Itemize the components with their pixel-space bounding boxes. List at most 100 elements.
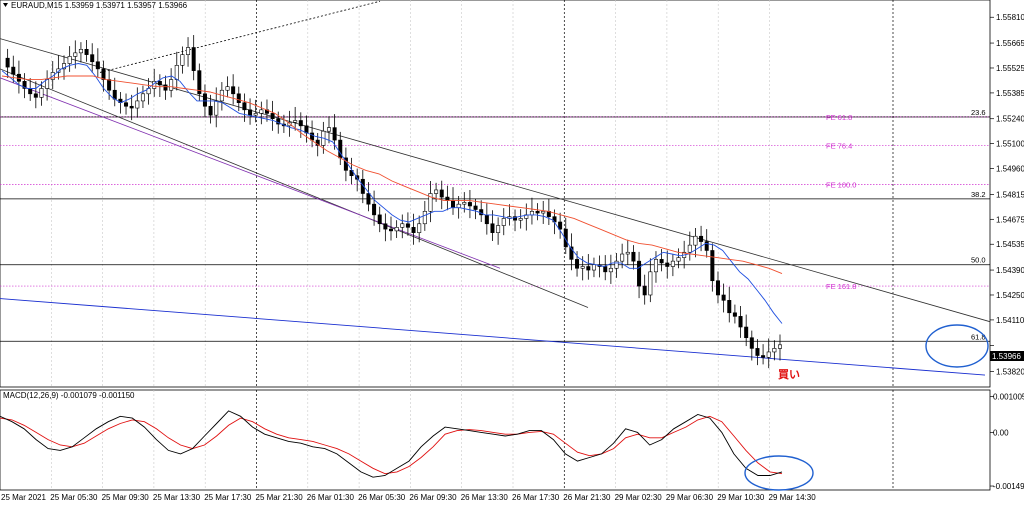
time-tick-label: 26 Mar 21:30 — [563, 493, 611, 502]
candle-body — [157, 81, 162, 86]
candle-body — [400, 223, 405, 228]
candle-body — [383, 223, 388, 230]
ma-fast-line — [1, 63, 783, 324]
macd-lines — [0, 410, 783, 478]
fib-level-label: 50.0 — [971, 256, 986, 265]
candle-body — [248, 109, 253, 116]
candle-body — [637, 260, 642, 287]
candle-body — [67, 56, 72, 64]
candle-body — [653, 259, 658, 273]
candle-body — [95, 61, 100, 70]
candle-body — [665, 262, 670, 267]
candle-body — [575, 259, 580, 269]
candle-body — [558, 221, 563, 230]
candle-body — [670, 260, 675, 267]
candle-body — [180, 54, 185, 66]
fe-level-label: FE 100.0 — [826, 181, 856, 190]
candle-body — [732, 312, 737, 317]
macd-axis: 0.001005 0.00 -0.001495 — [990, 392, 1024, 491]
candle-body — [39, 88, 44, 98]
moving-averages — [1, 63, 783, 324]
fe-level-label: FE 161.8 — [826, 282, 856, 291]
price-tick-label: 1.55240 — [996, 115, 1024, 124]
candle-body — [33, 93, 38, 98]
candle-body — [529, 211, 534, 216]
candle-body — [603, 266, 608, 273]
candle-body — [518, 218, 523, 221]
candle-body — [225, 86, 230, 91]
candle-body — [214, 100, 219, 116]
candle-body — [186, 47, 191, 55]
candle-body — [451, 200, 456, 209]
candle-body — [445, 196, 450, 201]
candle-body — [721, 294, 726, 301]
time-tick-label: 25 Mar 21:30 — [256, 493, 304, 502]
macd-tick-label: 0.00 — [993, 428, 1009, 437]
candle-body — [473, 205, 478, 210]
candle-body — [631, 251, 636, 262]
candle-body — [332, 127, 337, 141]
projection-dotted-line — [99, 0, 381, 73]
candle-body — [124, 102, 129, 107]
candle-body — [197, 70, 202, 95]
candle-body — [129, 105, 134, 109]
candle-body — [738, 316, 743, 328]
price-tick-label: 1.55665 — [996, 39, 1024, 48]
candle-body — [388, 228, 393, 232]
time-tick-label: 25 Mar 13:30 — [153, 493, 201, 502]
candle-body — [462, 202, 467, 205]
time-tick-label: 29 Mar 14:30 — [769, 493, 817, 502]
candle-body — [434, 189, 439, 194]
price-axis: 1.55810 1.55665 1.55525 1.55385 1.55240 1.551… — [990, 13, 1024, 377]
price-tick-label: 1.55100 — [996, 140, 1024, 149]
candle-body — [372, 203, 377, 216]
candle-body — [422, 211, 427, 225]
macd-main-line — [0, 410, 783, 478]
candle-body — [777, 344, 782, 349]
candle-body — [761, 355, 766, 358]
candle-body — [405, 223, 410, 228]
candle-body — [242, 102, 247, 111]
candle-body — [90, 54, 95, 63]
dropdown-triangle-icon[interactable] — [3, 3, 8, 7]
fib-level-label: 23.6 — [971, 108, 986, 117]
candle-body — [22, 81, 27, 89]
candle-body — [253, 113, 258, 116]
candle-body — [541, 211, 546, 214]
macd-tick-label: -0.001495 — [993, 482, 1024, 491]
candle-body — [394, 227, 399, 232]
ma-slow-line — [1, 75, 783, 275]
candle-body — [704, 241, 709, 251]
candle-body — [772, 348, 777, 353]
price-tick-label: 1.54110 — [996, 316, 1024, 325]
current-price-tag — [990, 351, 1024, 361]
candle-body — [676, 257, 681, 262]
current-price-label: 1.53966 — [992, 352, 1021, 361]
candle-body — [727, 300, 732, 314]
time-tick-label: 26 Mar 13:30 — [461, 493, 509, 502]
candle-body — [259, 109, 264, 114]
price-tick-label: 1.55810 — [996, 13, 1024, 22]
price-tick-label: 1.54675 — [996, 215, 1024, 224]
annotation-circle-macd — [744, 455, 814, 491]
macd-tick-label: 0.001005 — [993, 392, 1024, 401]
candle-body — [417, 223, 422, 233]
time-tick-label: 25 Mar 17:30 — [204, 493, 252, 502]
candle-body — [687, 244, 692, 253]
candle-body — [366, 193, 371, 205]
annotation-circle-price — [925, 324, 989, 368]
candle-body — [140, 93, 145, 102]
time-tick-label: 29 Mar 06:30 — [666, 493, 714, 502]
candle-body — [535, 211, 540, 214]
price-tick-label: 1.54535 — [996, 240, 1024, 249]
price-tick-label: 1.53820 — [996, 368, 1024, 377]
candle-body — [28, 88, 33, 95]
price-tick-label: 1.54250 — [996, 291, 1024, 300]
candle-body — [78, 48, 83, 54]
price-tick-label: 1.54390 — [996, 266, 1024, 275]
fib-level-label: 61.8 — [971, 332, 986, 341]
candle-body — [608, 267, 613, 273]
candle-body — [107, 79, 112, 91]
time-tick-label: 25 Mar 05:30 — [50, 493, 98, 502]
